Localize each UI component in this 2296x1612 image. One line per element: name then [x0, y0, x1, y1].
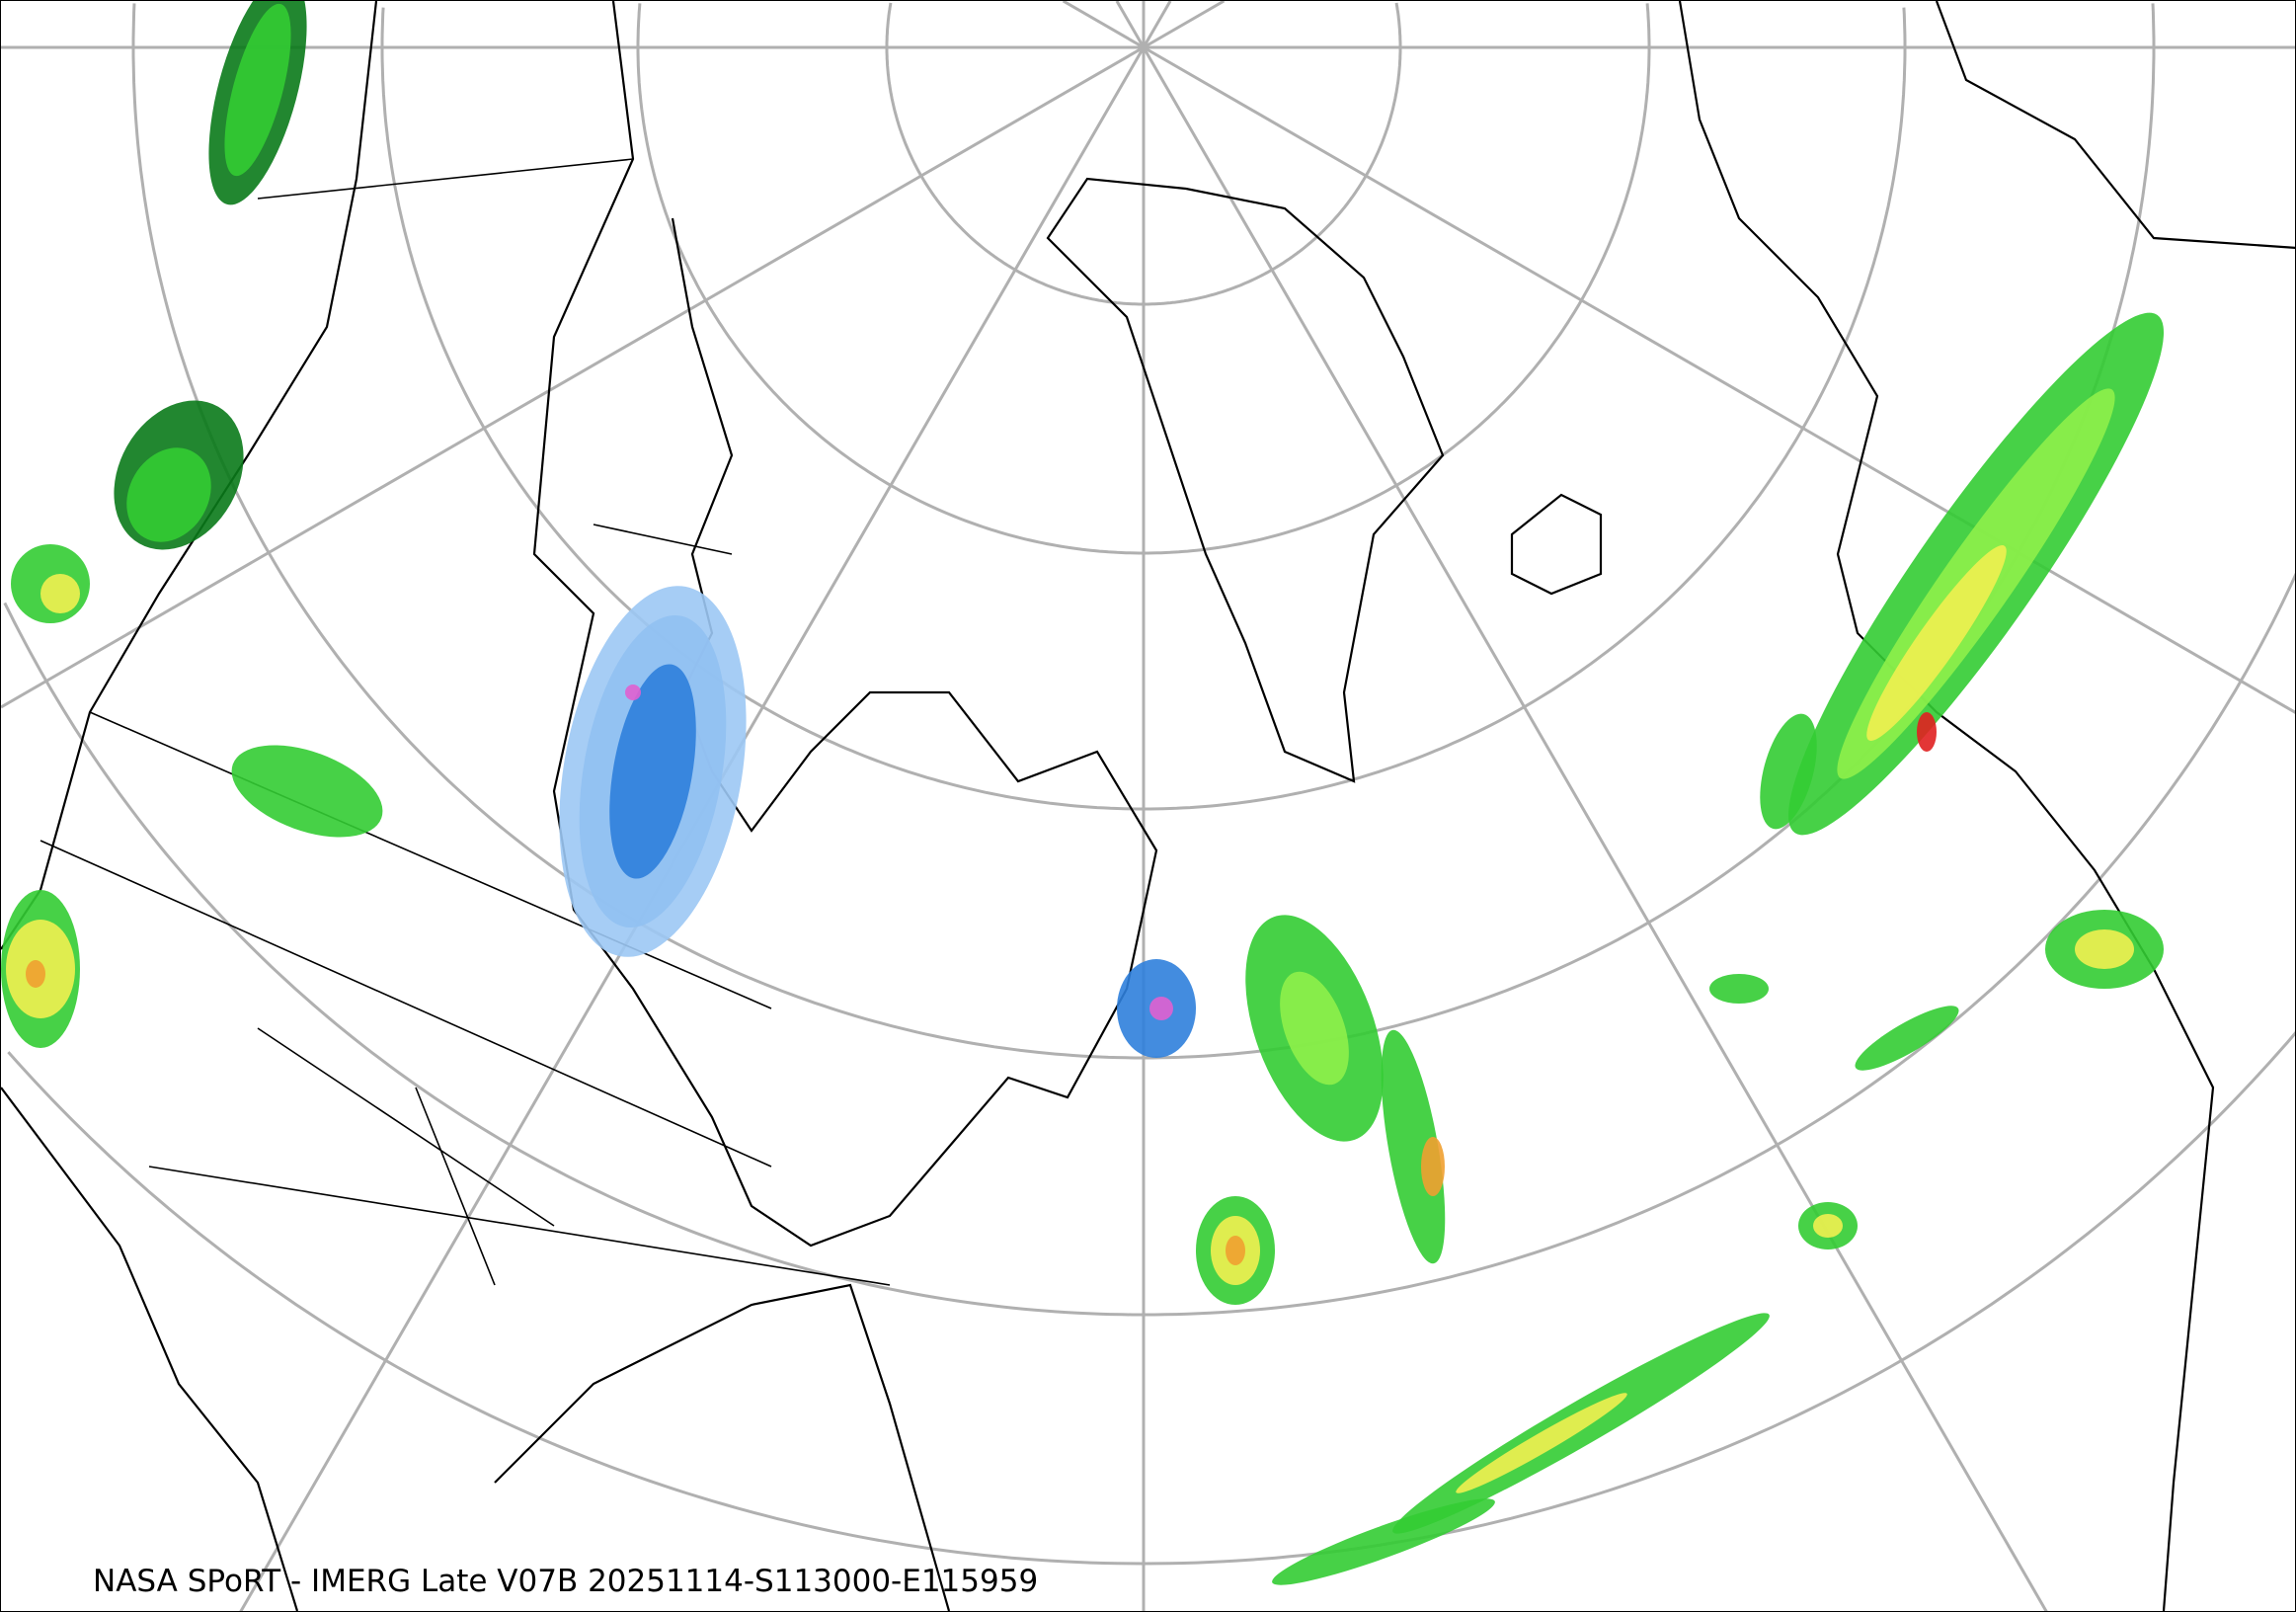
precip-area — [224, 3, 291, 177]
meridian-line — [1, 45, 1145, 709]
precip-area — [40, 574, 80, 613]
latitude-circle — [2151, 3, 2156, 47]
latitude-circle — [1645, 3, 1651, 47]
meridian-line — [1142, 46, 2048, 1611]
latitude-circle — [885, 2, 1402, 306]
coastline — [1510, 493, 1603, 596]
precip-area — [1866, 545, 2007, 741]
latitude-circle — [1394, 2, 1402, 47]
precip-area — [231, 745, 383, 838]
precip-area — [609, 664, 696, 879]
precip-area — [1917, 712, 1937, 752]
political-border — [148, 1166, 891, 1286]
meridian-line — [1143, 1, 1226, 49]
meridian-line — [1142, 1, 1172, 48]
political-border — [40, 840, 772, 1168]
precip-area — [1149, 997, 1173, 1020]
coastline — [1935, 1, 2295, 249]
political-border — [89, 711, 772, 1009]
coastline — [1046, 177, 1445, 783]
coastline — [1, 1087, 299, 1611]
precip-area — [1813, 1214, 1843, 1238]
political-border — [257, 1027, 555, 1227]
precip-area — [1709, 974, 1769, 1004]
latitude-circle — [636, 3, 1651, 555]
meridian-line — [1062, 1, 1145, 49]
precip-area — [126, 447, 211, 542]
latitude-circle — [3, 572, 2295, 1317]
coastline — [494, 1283, 951, 1611]
precip-area — [625, 685, 641, 700]
precip-area — [1760, 713, 1817, 830]
precip-area — [1421, 1137, 1445, 1196]
political-border — [593, 524, 733, 555]
meridian-line — [1143, 45, 2295, 714]
precip-area — [2075, 929, 2134, 969]
political-border — [257, 158, 634, 200]
meridian-line — [1115, 1, 1146, 48]
precip-area — [1226, 1236, 1245, 1265]
political-border — [415, 1087, 496, 1286]
latitude-circle — [1902, 7, 1907, 47]
precip-area — [1456, 1393, 1627, 1493]
precipitation-field — [1, 1, 2165, 1585]
precip-area — [1280, 971, 1349, 1086]
precip-area — [26, 960, 45, 988]
precip-area — [1272, 1498, 1495, 1585]
latitude-circle — [380, 7, 1907, 811]
latitude-circle — [7, 1030, 2295, 1566]
map-caption: NASA SPoRT - IMERG Late V07B 20251114-S1… — [93, 1564, 1039, 1599]
coastline — [1678, 1, 2215, 1611]
precip-area — [1381, 1029, 1446, 1264]
precip-area — [1855, 1006, 1959, 1071]
